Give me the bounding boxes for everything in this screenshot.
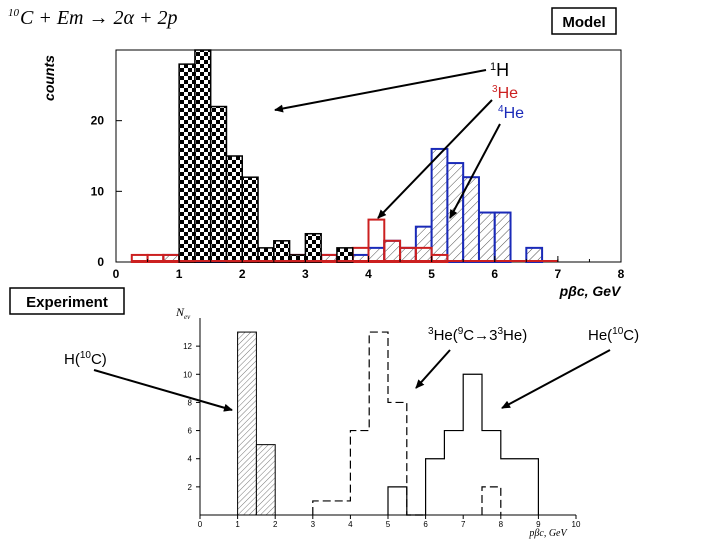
experiment-y-tick-label: 2 — [188, 483, 193, 492]
annotation-3he9c: 3He(9C→33He) — [428, 326, 527, 344]
model-x-tick-label: 2 — [239, 267, 246, 281]
model-legend: 1H 3He 4He — [490, 60, 524, 122]
experiment-x-tick-label: 10 — [572, 520, 581, 529]
experiment-histograms — [237, 331, 539, 516]
experiment-histogram — [312, 331, 426, 516]
arrow-3he9c — [415, 349, 451, 389]
model-bar-4he — [493, 211, 512, 264]
arrow-1h — [274, 69, 487, 113]
experiment-x-tick-label: 7 — [461, 520, 466, 529]
model-bar-4he — [367, 246, 386, 264]
model-bar-4he — [414, 225, 433, 264]
arrow-4he — [449, 123, 501, 219]
annotation-h10c: H(10C) — [64, 350, 107, 368]
experiment-label: Experiment — [26, 294, 108, 311]
model-x-tick-label: 0 — [113, 267, 120, 281]
model-axis-ticks: 0 1 2 3 4 5 6 7 8 0 10 20 — [91, 114, 625, 281]
model-bar-4he — [430, 147, 449, 263]
model-histograms — [130, 49, 558, 264]
model-y-label: counts — [41, 55, 57, 101]
experiment-y-tick-label: 10 — [183, 370, 192, 379]
model-bar-1h — [225, 155, 243, 263]
annotation-he10c: He(10C) — [588, 326, 639, 344]
model-y-tick-label: 0 — [97, 255, 104, 269]
model-x-tick-label: 4 — [365, 267, 372, 281]
experiment-x-tick-label: 1 — [235, 520, 240, 529]
model-bar-1h — [273, 240, 291, 263]
experiment-y-tick-label: 8 — [188, 398, 193, 407]
model-bar-1h — [241, 176, 259, 263]
model-bar-1h — [194, 49, 212, 263]
experiment-x-tick-label: 6 — [423, 520, 428, 529]
model-x-tick-label: 1 — [176, 267, 183, 281]
model-bar-1h — [336, 247, 354, 263]
model-label: Model — [562, 14, 605, 31]
experiment-x-tick-label: 0 — [198, 520, 203, 529]
annotation-4he: 4He — [498, 104, 524, 122]
experiment-label-box — [9, 287, 125, 315]
model-bar-4he — [525, 246, 544, 264]
experiment-x-tick-label: 4 — [348, 520, 353, 529]
experiment-y-tick-label: 6 — [188, 427, 193, 436]
experiment-histogram — [481, 486, 502, 515]
experiment-y-tick-label: 4 — [188, 455, 193, 464]
model-x-tick-label: 8 — [618, 267, 625, 281]
model-x-tick-label: 6 — [491, 267, 498, 281]
formula: C + Em → 2α + 2p — [20, 7, 178, 29]
experiment-x-tick-label: 3 — [311, 520, 316, 529]
formula-mass: 10 — [8, 7, 20, 19]
experiment-y-label: Nev — [175, 305, 191, 321]
model-bar-1h — [209, 105, 228, 263]
model-bar-4he — [399, 246, 417, 264]
arrow-he10c — [501, 349, 611, 409]
experiment-histogram — [387, 373, 539, 516]
arrow-3he — [377, 99, 493, 219]
model-y-tick-label: 10 — [91, 184, 105, 198]
model-x-tick-label: 3 — [302, 267, 309, 281]
experiment-x-tick-label: 5 — [386, 520, 391, 529]
model-bar-1h — [257, 247, 275, 263]
model-label-box — [551, 7, 617, 35]
arrow-h10c — [93, 369, 233, 412]
model-x-label: pβc, GeV — [559, 283, 622, 299]
experiment-bar — [237, 331, 257, 516]
model-bar-1h — [304, 232, 322, 263]
model-bar-4he — [446, 162, 465, 263]
model-x-tick-label: 5 — [428, 267, 435, 281]
experiment-x-label: pβc, GeV — [528, 528, 568, 539]
model-bar-4he — [477, 211, 496, 264]
experiment-x-tick-label: 9 — [536, 520, 541, 529]
experiment-bar — [255, 444, 276, 516]
model-bar-1h — [178, 63, 196, 263]
experiment-y-tick-label: 12 — [183, 342, 192, 351]
model-bar-4he — [383, 239, 402, 264]
experiment-x-tick-label: 2 — [273, 520, 278, 529]
annotation-1h: 1H — [490, 60, 509, 80]
model-x-tick-label: 7 — [555, 267, 562, 281]
model-y-tick-label: 20 — [91, 114, 105, 128]
annotation-3he: 3He — [492, 84, 518, 102]
experiment-x-tick-label: 8 — [499, 520, 504, 529]
